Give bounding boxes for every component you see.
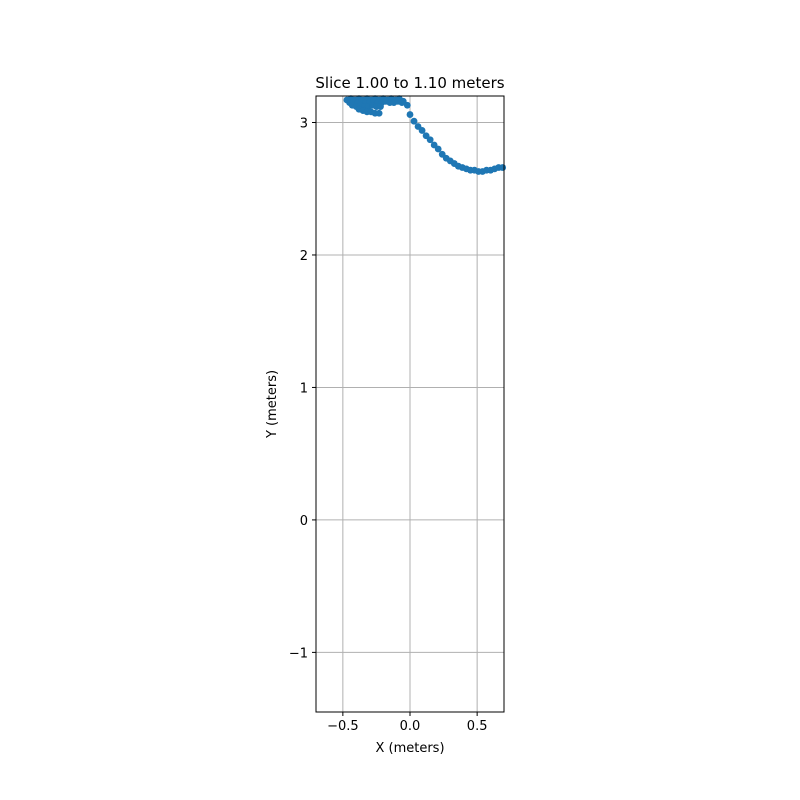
x-axis-label: X (meters)	[375, 741, 444, 756]
data-point	[418, 127, 426, 134]
data-point	[398, 99, 406, 107]
axis-ticks: −0.5 0.0 0.5 −1 0 1 2 3	[289, 116, 488, 734]
y-tick-label: 2	[300, 249, 308, 264]
grid-lines	[316, 96, 504, 712]
data-point	[410, 117, 418, 125]
data-points	[343, 95, 507, 175]
data-point	[375, 109, 383, 117]
data-point	[406, 111, 414, 118]
chart-title: Slice 1.00 to 1.10 meters	[315, 74, 504, 92]
y-tick-label: −1	[289, 646, 308, 661]
data-point	[377, 103, 384, 110]
y-tick-label: 1	[300, 381, 308, 396]
x-tick-label: 0.5	[467, 719, 488, 734]
y-tick-label: 3	[300, 116, 308, 131]
data-point	[434, 145, 442, 153]
data-point	[499, 164, 507, 171]
y-tick-label: 0	[300, 514, 308, 529]
y-axis-label: Y (meters)	[265, 370, 280, 439]
x-tick-label: −0.5	[327, 719, 359, 734]
data-point	[403, 101, 411, 109]
data-point	[426, 136, 434, 144]
x-tick-label: 0.0	[400, 719, 421, 734]
